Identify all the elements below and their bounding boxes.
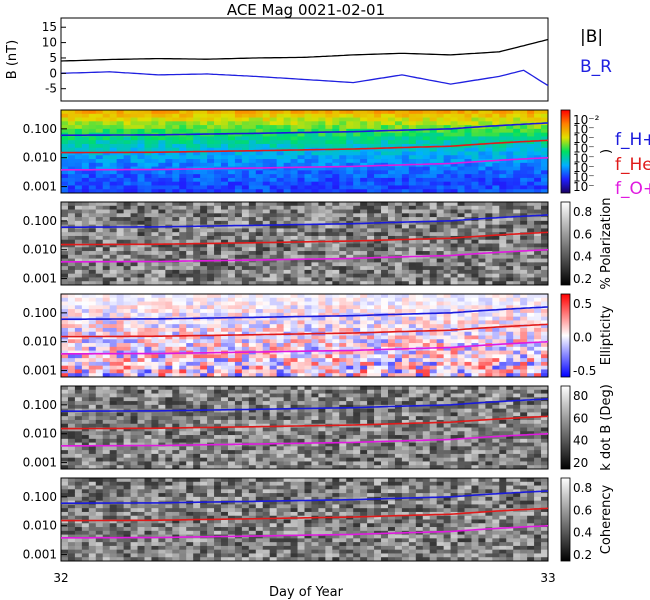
x-axis-label: Day of Year (269, 585, 344, 600)
ion-line-h-plus (60, 490, 549, 505)
spectrogram-panel (61, 294, 549, 378)
colorbar-tick-label: 0.5 (573, 297, 592, 311)
y-tick-label: 15 (42, 20, 57, 34)
panel-frame (60, 201, 549, 286)
colorbar-label: ) (599, 149, 614, 154)
y-tick-label: 0.001 (23, 456, 57, 470)
colorbar-tick-label: 40 (573, 434, 588, 448)
ion-line-o-plus (60, 340, 549, 355)
y-tick-label: 0.001 (23, 548, 57, 562)
colorbar-tick-label: 0.6 (573, 227, 592, 241)
colorbar-tick-label: 10⁻ (573, 142, 595, 156)
legend-o-plus: f_O+ (615, 179, 650, 199)
colorbar-tick-label: -0.5 (573, 364, 596, 378)
y-tick-label: 0.100 (23, 214, 57, 228)
legend-b-magnitude: |B| (580, 27, 603, 47)
y-tick-label: 0.010 (23, 151, 57, 165)
colorbar-label: Coherency (599, 484, 614, 554)
y-tick-label: 0.001 (23, 180, 57, 194)
colorbar-tick-label: 10⁻ (573, 123, 595, 137)
colorbar-tick-label: 10⁻ (573, 161, 595, 175)
y-tick-label: 0.010 (23, 335, 57, 349)
colorbar (560, 385, 571, 470)
colorbar-tick-label: 0.8 (573, 205, 592, 219)
colorbar-label: % Polarization (599, 197, 614, 289)
y-tick-label: 0 (49, 66, 57, 80)
colorbar-tick-label: 10⁻ (573, 132, 595, 146)
colorbar-tick-label: 0.4 (573, 526, 592, 540)
x-tick-label: 32 (53, 571, 68, 585)
ion-line-o-plus (60, 524, 549, 539)
series-line-b-radial (60, 69, 549, 87)
ion-line-h-plus (60, 398, 549, 413)
panel-frame (60, 477, 549, 562)
colorbar-tick-label: 80 (573, 389, 588, 403)
ion-line-h-plus (60, 306, 549, 321)
colorbar-tick-label: 10⁻² (573, 113, 600, 127)
colorbar-label: Ellipticity (599, 305, 614, 365)
chart-title: ACE Mag 0021-02-01 (227, 1, 385, 19)
colorbar-tick-label: 10⁻ (573, 151, 595, 165)
legend-he-plus: f_He+ (615, 155, 650, 175)
colorbar-tick-label: 0.2 (573, 548, 592, 562)
colorbar-tick-label: 0.4 (573, 250, 592, 264)
colorbar-tick-label: 0.0 (573, 331, 592, 345)
ion-line-o-plus (60, 248, 549, 263)
ion-line-he-plus (61, 139, 549, 154)
panel-frame (60, 293, 549, 378)
colorbar-label: k dot B (Deg) (599, 384, 614, 471)
colorbar-tick-label: 60 (573, 411, 588, 425)
y-tick-label: 0.100 (23, 398, 57, 412)
ion-line-he-plus (61, 323, 549, 338)
y-tick-label: 5 (49, 51, 57, 65)
y-tick-label: 0.100 (23, 490, 57, 504)
ion-line-o-plus (60, 432, 549, 447)
y-tick-label: 0.010 (23, 519, 57, 533)
colorbar (560, 293, 571, 378)
y-tick-label: 10 (42, 36, 57, 50)
x-tick-label: 33 (540, 571, 555, 585)
spectrogram-panel (61, 202, 549, 286)
colorbar (560, 477, 571, 562)
colorbar-tick-label: 10⁻ (573, 180, 595, 194)
colorbar-tick-label: 0.6 (573, 503, 592, 517)
y-tick-label: 0.100 (23, 122, 57, 136)
legend-b-radial: B_R (580, 57, 612, 77)
colorbar-tick-label: 0.2 (573, 272, 592, 286)
ion-line-he-plus (61, 507, 549, 522)
ion-line-o-plus (60, 156, 549, 171)
y-tick-label: 0.010 (23, 243, 57, 257)
series-line-b-magnitude (60, 38, 549, 62)
ion-line-h-plus (60, 122, 549, 137)
y-tick-label: 0.100 (23, 306, 57, 320)
ion-line-he-plus (61, 415, 549, 430)
ion-line-h-plus (60, 214, 549, 229)
colorbar (560, 201, 571, 286)
colorbar-tick-label: 10⁻ (573, 170, 595, 184)
y-tick-label: 0.001 (23, 364, 57, 378)
colorbar-tick-label: 0.8 (573, 481, 592, 495)
y-tick-label: 0.010 (23, 427, 57, 441)
spectrogram-panel (61, 478, 549, 562)
legend-ions: f_H+ f_He+ f_O+ (615, 130, 650, 199)
panel-frame (60, 385, 549, 470)
colorbar (560, 109, 571, 194)
colorbar-tick-label: 20 (573, 456, 588, 470)
legend-h-plus: f_H+ (615, 130, 650, 150)
legend-top: |B| B_R (580, 27, 612, 77)
mag-y-axis-label: B (nT) (5, 40, 20, 79)
panel-frame (60, 109, 549, 194)
ion-line-he-plus (61, 231, 549, 246)
y-tick-label: -5 (45, 82, 57, 96)
y-tick-label: 0.001 (23, 272, 57, 286)
